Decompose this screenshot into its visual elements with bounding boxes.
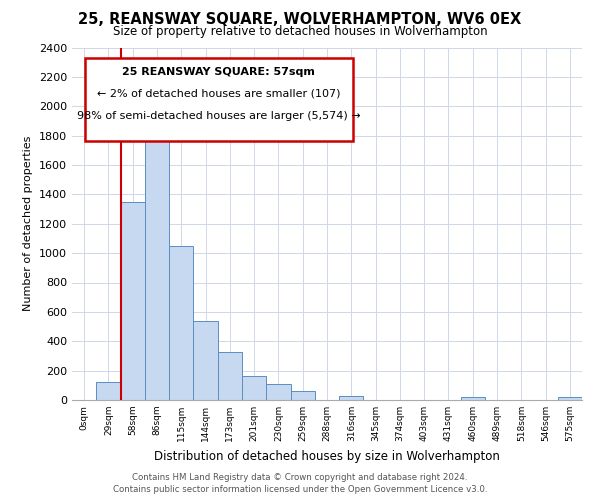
Text: Contains HM Land Registry data © Crown copyright and database right 2024.
Contai: Contains HM Land Registry data © Crown c… xyxy=(113,472,487,494)
Text: ← 2% of detached houses are smaller (107): ← 2% of detached houses are smaller (107… xyxy=(97,88,340,98)
Text: 25, REANSWAY SQUARE, WOLVERHAMPTON, WV6 0EX: 25, REANSWAY SQUARE, WOLVERHAMPTON, WV6 … xyxy=(79,12,521,28)
Bar xyxy=(461,397,485,400)
Bar xyxy=(242,376,266,400)
Bar xyxy=(145,124,169,400)
Text: Size of property relative to detached houses in Wolverhampton: Size of property relative to detached ho… xyxy=(113,25,487,38)
Y-axis label: Number of detached properties: Number of detached properties xyxy=(23,136,34,312)
Text: 25 REANSWAY SQUARE: 57sqm: 25 REANSWAY SQUARE: 57sqm xyxy=(122,67,315,77)
Bar xyxy=(266,384,290,400)
Bar xyxy=(339,396,364,400)
X-axis label: Distribution of detached houses by size in Wolverhampton: Distribution of detached houses by size … xyxy=(154,450,500,462)
Bar xyxy=(96,382,121,400)
Bar xyxy=(290,391,315,400)
Bar xyxy=(558,397,582,400)
Bar xyxy=(169,246,193,400)
Bar xyxy=(218,352,242,400)
Bar xyxy=(193,320,218,400)
Text: 98% of semi-detached houses are larger (5,574) →: 98% of semi-detached houses are larger (… xyxy=(77,111,361,121)
Bar xyxy=(121,202,145,400)
FancyBboxPatch shape xyxy=(85,58,353,141)
